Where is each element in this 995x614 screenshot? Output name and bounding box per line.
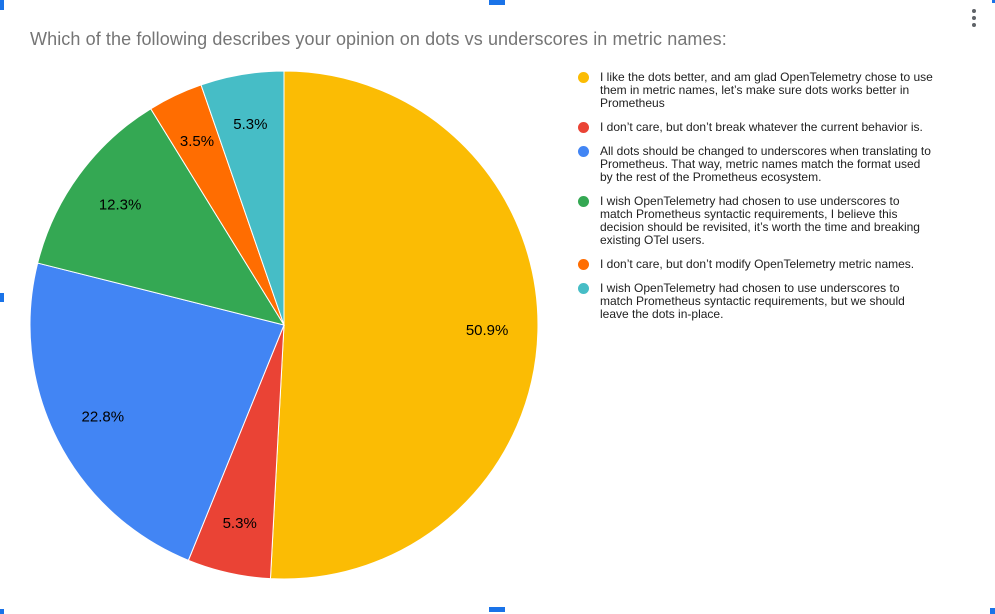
pie-slice-label: 50.9% — [466, 322, 509, 339]
pie-slice[interactable] — [200, 70, 285, 326]
pie-slice-label: 22.8% — [82, 408, 125, 425]
legend-color-dot — [578, 196, 589, 207]
selection-handle-bottom-left[interactable] — [0, 609, 4, 614]
kebab-menu-icon — [972, 9, 976, 13]
pie-slice-label: 12.3% — [99, 196, 142, 213]
legend-item: I wish OpenTelemetry had chosen to use u… — [578, 195, 933, 247]
pie-slice[interactable] — [269, 70, 539, 580]
kebab-menu-icon — [972, 16, 976, 20]
kebab-menu-icon — [972, 23, 976, 27]
pie-slice[interactable] — [29, 262, 285, 561]
pie-slice-label: 5.3% — [233, 116, 267, 133]
legend-label: All dots should be changed to underscore… — [600, 144, 931, 184]
legend-color-dot — [578, 259, 589, 270]
legend-label: I don’t care, but don’t modify OpenTelem… — [600, 257, 915, 271]
pie-slice-label: 5.3% — [223, 515, 257, 532]
legend-item: I don’t care, but don’t break whatever t… — [578, 121, 933, 134]
legend-color-dot — [578, 146, 589, 157]
legend-label: I don’t care, but don’t break whatever t… — [600, 120, 923, 134]
selection-handle-bottom-right[interactable] — [990, 608, 995, 614]
pie-slice-label: 3.5% — [180, 133, 214, 150]
selection-handle-top-left[interactable] — [0, 0, 4, 10]
legend-label: I wish OpenTelemetry had chosen to use u… — [600, 194, 920, 247]
chart-title: Which of the following describes your op… — [30, 29, 727, 49]
pie-slice[interactable] — [37, 108, 286, 326]
legend-label: I wish OpenTelemetry had chosen to use u… — [600, 281, 905, 321]
legend-label: I like the dots better, and am glad Open… — [600, 70, 933, 110]
legend-item: I wish OpenTelemetry had chosen to use u… — [578, 282, 933, 321]
legend-item: All dots should be changed to underscore… — [578, 145, 933, 184]
selection-handle-bottom-center[interactable] — [489, 607, 505, 612]
legend-item: I don’t care, but don’t modify OpenTelem… — [578, 258, 933, 271]
selection-handle-left-middle[interactable] — [0, 293, 4, 302]
legend-item: I like the dots better, and am glad Open… — [578, 71, 933, 110]
legend-color-dot — [578, 122, 589, 133]
chart-legend: I like the dots better, and am glad Open… — [578, 71, 933, 321]
selection-handle-top-center[interactable] — [489, 0, 505, 5]
selection-handle-top-right[interactable] — [992, 0, 995, 3]
legend-color-dot — [578, 283, 589, 294]
more-options-button[interactable] — [967, 5, 981, 31]
legend-color-dot — [578, 72, 589, 83]
